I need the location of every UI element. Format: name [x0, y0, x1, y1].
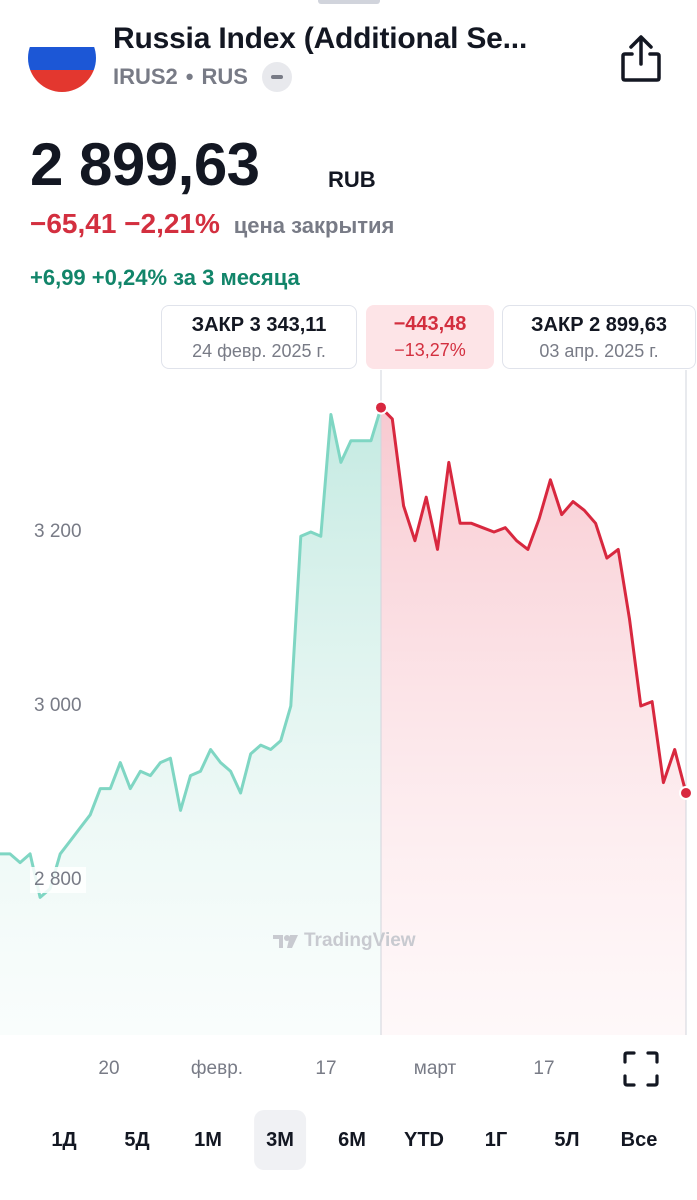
tab-1d[interactable]: 1Д [51, 1129, 77, 1151]
change-note: цена закрытия [233, 213, 395, 238]
change-absolute: −65,41 [30, 208, 117, 239]
x-tick-label: 20 [98, 1058, 120, 1079]
instrument-title: Russia Index (Additional Se... [113, 22, 528, 55]
range-end-date: 03 апр. 2025 г. [539, 341, 659, 361]
y-tick-label: 3 000 [30, 693, 86, 719]
watermark-text: TradingView [304, 930, 416, 951]
timeframe-tabs: 1Д 5Д 1М 3М 6М YTD 1Г 5Л Все [0, 1110, 697, 1170]
flag-stripe-blue [28, 47, 96, 70]
x-tick-label: 17 [533, 1058, 555, 1079]
x-tick-label: февр. [190, 1058, 244, 1079]
tab-6m[interactable]: 6М [338, 1129, 366, 1151]
sheet-grabber[interactable] [318, 0, 380, 4]
flag-stripe-white [28, 24, 96, 48]
series-down-line [379, 406, 688, 794]
period-change: +6,99 +0,24% за 3 месяца [30, 265, 300, 290]
ticker-symbol: IRUS2 [113, 64, 178, 89]
range-end-chip: ЗАКР 2 899,63 03 апр. 2025 г. [502, 305, 696, 369]
fullscreen-icon[interactable] [622, 1050, 660, 1088]
range-end-close: ЗАКР 2 899,63 [531, 314, 667, 336]
range-start-close: ЗАКР 3 343,11 [191, 314, 327, 336]
selection-marker-end[interactable] [679, 786, 693, 800]
range-diff-chip: −443,48 −13,27% [366, 305, 494, 369]
last-price: 2 899,63 [30, 131, 260, 198]
range-diff-abs: −443,48 [393, 313, 467, 335]
tab-5y[interactable]: 5Л [554, 1129, 580, 1151]
tab-5d[interactable]: 5Д [124, 1129, 150, 1151]
selection-marker-start[interactable] [374, 400, 388, 415]
tab-all[interactable]: Все [620, 1129, 658, 1151]
market-status-icon[interactable] [261, 62, 292, 92]
flag-stripe-red [28, 69, 96, 92]
x-tick-label: март [413, 1058, 457, 1079]
tab-ytd[interactable]: YTD [404, 1129, 444, 1151]
separator-dot: • [185, 64, 194, 89]
share-icon[interactable] [618, 34, 664, 84]
range-start-date: 24 февр. 2025 г. [192, 341, 326, 361]
tab-3m[interactable]: 3М [254, 1110, 306, 1170]
y-tick-label: 3 200 [30, 519, 86, 545]
range-diff-pct: −13,27% [394, 340, 466, 360]
tradingview-logo-icon [273, 935, 298, 948]
change-percent: −2,21% [124, 208, 220, 239]
y-tick-label: 2 800 [30, 867, 86, 893]
price-chart[interactable] [0, 370, 697, 1040]
instrument-subline: IRUS2 • RUS [113, 62, 292, 92]
tab-1m[interactable]: 1М [194, 1129, 222, 1151]
range-start-chip: ЗАКР 3 343,11 24 февр. 2025 г. [161, 305, 357, 369]
price-currency: RUB [328, 167, 376, 192]
tab-1y[interactable]: 1Г [484, 1129, 508, 1151]
exchange-code: RUS [201, 64, 248, 89]
flag-icon [28, 24, 96, 92]
daily-change: −65,41 −2,21% цена закрытия [30, 208, 394, 240]
series-down-area [381, 407, 686, 1036]
series-up-line [0, 407, 383, 899]
series-up-area [0, 407, 381, 1036]
x-tick-label: 17 [315, 1058, 337, 1079]
tradingview-watermark: TradingView [272, 930, 416, 952]
